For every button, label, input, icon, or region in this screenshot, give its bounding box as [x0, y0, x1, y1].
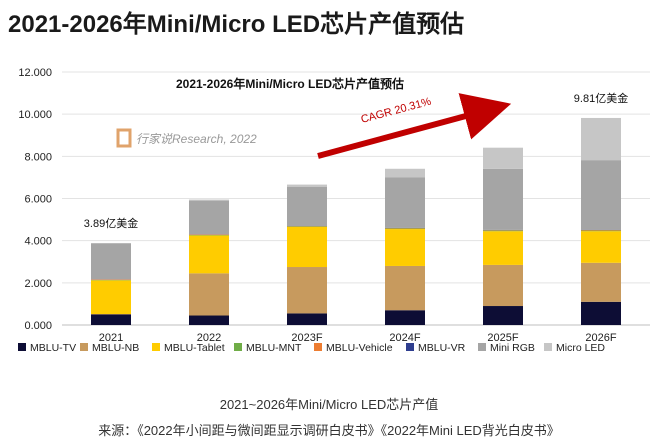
y-tick-label: 12.000: [18, 67, 52, 79]
bar-segment-mblu-nb: [581, 262, 621, 302]
bars: [91, 117, 621, 325]
legend-label: MBLU-VR: [418, 342, 466, 354]
x-tick-label: 2022: [197, 332, 221, 344]
bar-segment-mblu-mnt: [385, 228, 425, 230]
page-title: 2021-2026年Mini/Micro LED芯片产值预估: [8, 11, 465, 38]
bar-segment-mblu-tablet: [581, 231, 621, 263]
bar-segment-micro-led: [189, 199, 229, 201]
x-tick-label: 2021: [99, 332, 123, 344]
cagr-arrow-icon: [317, 93, 512, 159]
bar-segment-mblu-tablet: [189, 235, 229, 274]
y-tick-label: 4.000: [24, 236, 52, 248]
legend-swatch: [234, 343, 242, 351]
total-annotation: 9.81亿美金: [574, 91, 628, 105]
gridlines: [62, 71, 650, 326]
bar-segment-micro-led: [483, 147, 523, 169]
legend-label: MBLU-NB: [92, 342, 139, 354]
legend-label: Micro LED: [556, 342, 605, 354]
x-tick-label: 2025F: [487, 332, 518, 344]
legend-label: Mini RGB: [490, 342, 535, 354]
legend-label: MBLU-MNT: [246, 342, 302, 354]
legend-swatch: [152, 343, 160, 351]
legend-swatch: [478, 343, 486, 351]
legend: MBLU-TV MBLU-NB MBLU-Tablet MBLU-MNT MBLU-Ve…: [18, 342, 605, 354]
y-tick-label: 0.000: [24, 320, 52, 332]
bar-segment-micro-led: [581, 117, 621, 161]
bar-segment-mblu-mnt: [581, 230, 621, 232]
legend-label: MBLU-Tablet: [164, 342, 225, 354]
bar-segment-mblu-nb: [287, 267, 327, 314]
x-tick-label: 2023F: [291, 332, 322, 344]
legend-swatch: [314, 343, 322, 351]
legend-label: MBLU-TV: [30, 342, 76, 354]
bar-segment-mini-rgb: [189, 200, 229, 235]
watermark-logo-icon: [116, 128, 132, 148]
legend-swatch: [406, 343, 414, 351]
bar-segment-mini-rgb: [483, 168, 523, 230]
bar-segment-mblu-vehicle: [581, 229, 621, 231]
y-tick-label: 2.000: [24, 278, 52, 290]
bar-segment-mblu-tablet: [385, 229, 425, 266]
bar-segment-mblu-tv: [581, 301, 621, 325]
bar-segment-mblu-tablet: [287, 226, 327, 268]
x-tick-label: 2024F: [389, 332, 420, 344]
bar-segment-mblu-tv: [483, 306, 523, 325]
legend-swatch: [544, 343, 552, 351]
bar-segment-mini-rgb: [385, 177, 425, 228]
chart-container: 行家说Research, 2022 2021-2026年Mini/Micro L…: [0, 48, 658, 388]
y-tick-label: 6.000: [24, 194, 52, 206]
y-tick-label: 8.000: [24, 151, 52, 163]
bar-segment-mini-rgb: [91, 243, 131, 280]
bar-segment-mini-rgb: [581, 160, 621, 230]
bar-segment-mblu-nb: [483, 264, 523, 307]
x-axis-tick-labels: 2021 2022 2023F 2024F 2025F 2026F: [99, 332, 617, 344]
legend-swatch: [18, 343, 26, 351]
bar-segment-mblu-tv: [287, 313, 327, 325]
bar-segment-micro-led: [385, 168, 425, 178]
cagr-label: CAGR 20.31%: [360, 96, 433, 126]
bar-segment-mblu-tablet: [91, 280, 131, 315]
bar-segment-mblu-mnt: [483, 230, 523, 232]
bar-segment-mblu-nb: [189, 273, 229, 316]
bar-segment-mblu-tv: [91, 314, 131, 325]
annotations: 3.89亿美金 9.81亿美金: [84, 91, 628, 230]
watermark-text: 行家说Research, 2022: [136, 132, 257, 146]
figure-caption: 2021~2026年Mini/Micro LED芯片产值: [219, 397, 439, 412]
bar-segment-mini-rgb: [287, 186, 327, 226]
bar-segment-mblu-mnt: [287, 226, 327, 227]
watermark: 行家说Research, 2022: [116, 128, 257, 148]
chart-title: 2021-2026年Mini/Micro LED芯片产值预估: [176, 76, 404, 91]
total-annotation: 3.89亿美金: [84, 216, 138, 230]
legend-swatch: [80, 343, 88, 351]
figure-source: 来源：《2022年小间距与微间距显示调研白皮书》《2022年Mini LED背光…: [98, 423, 560, 438]
bar-segment-mblu-tablet: [483, 231, 523, 265]
bar-segment-mblu-tv: [385, 310, 425, 325]
bar-segment-micro-led: [287, 184, 327, 187]
trend-arrow: CAGR 20.31%: [317, 93, 512, 159]
bar-segment-mblu-nb: [385, 265, 425, 311]
x-tick-label: 2026F: [585, 332, 616, 344]
bar-segment-mblu-tv: [189, 315, 229, 325]
legend-label: MBLU-Vehicle: [326, 342, 393, 354]
y-axis-tick-labels: 0.000 2.000 4.000 6.000 8.000 10.000 12.000: [18, 67, 52, 332]
stacked-bar-chart: 行家说Research, 2022 2021-2026年Mini/Micro L…: [18, 67, 650, 354]
y-tick-label: 10.000: [18, 109, 52, 121]
